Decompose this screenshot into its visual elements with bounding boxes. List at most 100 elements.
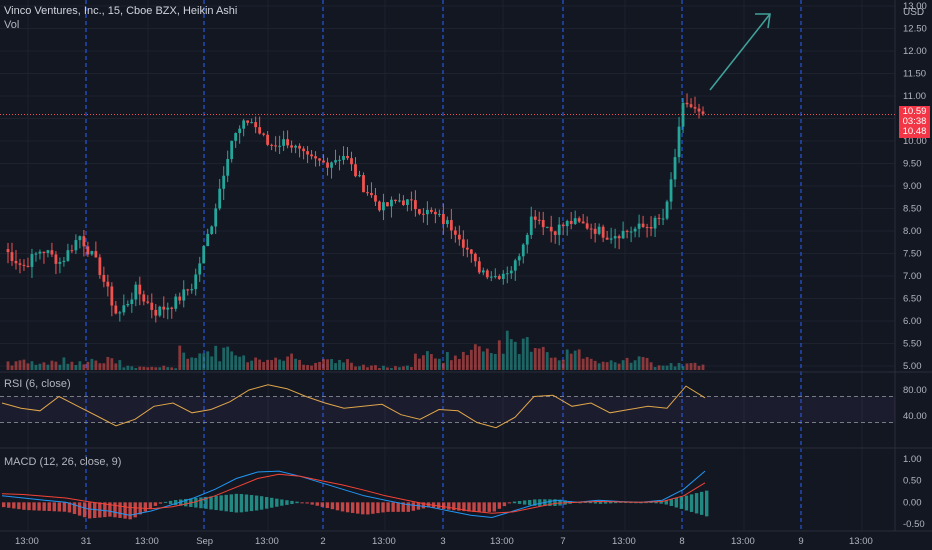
volume-bar	[414, 353, 417, 370]
volume-bar	[82, 364, 86, 370]
macd-histogram-bar	[406, 502, 411, 512]
candle-body	[306, 151, 309, 155]
candle-body	[42, 251, 46, 253]
volume-bar	[418, 358, 421, 370]
macd-histogram-bar	[259, 496, 264, 510]
candle-body	[382, 202, 385, 211]
macd-histogram-bar	[300, 502, 304, 504]
candle-body	[14, 260, 18, 264]
volume-bar	[473, 344, 477, 370]
candle-body	[278, 145, 282, 147]
volume-bar	[402, 366, 405, 370]
candle-body	[282, 139, 285, 146]
volume-bar	[354, 366, 357, 370]
volume-bar	[334, 363, 337, 370]
candle-body	[142, 294, 146, 302]
candle-body	[406, 199, 409, 206]
price-tick-label: 12.50	[903, 24, 927, 35]
volume-bar	[186, 358, 190, 370]
candle-body	[370, 192, 373, 196]
time-tick-label: Sep	[196, 536, 213, 547]
candle-body	[178, 296, 182, 301]
volume-bar	[429, 354, 433, 370]
macd-histogram-bar	[72, 502, 77, 515]
candle-body	[134, 284, 138, 300]
volume-bar	[254, 357, 258, 370]
volume-bar	[10, 365, 14, 370]
candle-body	[182, 289, 186, 301]
candle-body	[210, 226, 214, 234]
macd-histogram-bar	[153, 502, 158, 506]
candle-body	[414, 200, 417, 210]
candle-body	[34, 253, 38, 255]
macd-histogram-bar	[52, 502, 56, 512]
macd-histogram-bar	[270, 497, 274, 508]
volume-bar	[613, 362, 617, 370]
time-tick-label: 8	[679, 536, 684, 547]
volume-bar	[677, 362, 681, 370]
candle-body	[254, 122, 258, 128]
macd-histogram-bar	[659, 501, 663, 504]
volume-bar	[70, 361, 74, 370]
volume-bar	[142, 366, 146, 370]
volume-bar	[266, 359, 270, 370]
macd-line	[1, 470, 706, 519]
macd-histogram-bar	[280, 499, 284, 506]
candle-body	[354, 164, 357, 177]
volume-bar	[158, 367, 162, 370]
candle-body	[585, 223, 589, 229]
volume-bar	[569, 353, 573, 370]
rsi-tick-label: 40.00	[903, 411, 927, 422]
rsi-label: RSI (6, close)	[4, 378, 71, 390]
volume-bar	[94, 360, 98, 370]
macd-histogram-bar	[67, 502, 72, 513]
macd-histogram-bar	[275, 498, 279, 507]
volume-bar	[34, 364, 38, 370]
price-tick-label: 6.00	[903, 316, 922, 327]
candle-body	[158, 306, 162, 316]
macd-histogram-bar	[679, 496, 684, 509]
candle-body	[90, 251, 94, 255]
macd-histogram-bar	[315, 502, 319, 506]
time-tick-label: 13:00	[135, 536, 159, 547]
volume-bar	[134, 368, 138, 370]
candle-body	[437, 213, 441, 215]
volume-bar	[162, 365, 166, 370]
volume-bar	[697, 365, 701, 370]
volume-bar	[330, 359, 333, 370]
macd-histogram-bar	[512, 501, 517, 504]
candle-body	[701, 111, 705, 114]
volume-bar	[218, 361, 222, 370]
candle-body	[497, 276, 501, 279]
macd-histogram-bar	[77, 502, 82, 516]
macd-histogram-bar	[442, 502, 446, 509]
candle-body	[298, 145, 301, 149]
candle-body	[505, 273, 509, 275]
candle-body	[130, 299, 134, 304]
macd-histogram-bar	[179, 499, 183, 506]
candle-body	[250, 122, 254, 124]
candle-body	[230, 140, 234, 160]
candle-body	[38, 251, 42, 254]
volume-bar	[681, 366, 685, 370]
candle-body	[378, 201, 381, 211]
candle-body	[569, 221, 573, 224]
macd-histogram-bar	[654, 501, 658, 504]
candle-body	[581, 221, 585, 224]
candle-body	[445, 220, 449, 225]
macd-histogram-bar	[684, 495, 689, 511]
volume-bar	[406, 365, 409, 370]
candle-body	[493, 276, 497, 278]
volume-bar	[693, 362, 697, 370]
candle-body	[489, 276, 493, 278]
macd-histogram-bar	[477, 502, 481, 512]
volume-bar	[126, 365, 130, 370]
volume-bar	[673, 366, 677, 370]
macd-histogram-bar	[345, 502, 350, 513]
volume-bar	[629, 362, 633, 370]
price-tick-label: 7.00	[903, 271, 922, 282]
volume-bar	[449, 360, 453, 370]
macd-histogram-bar	[548, 499, 552, 506]
volume-bar	[6, 361, 10, 370]
